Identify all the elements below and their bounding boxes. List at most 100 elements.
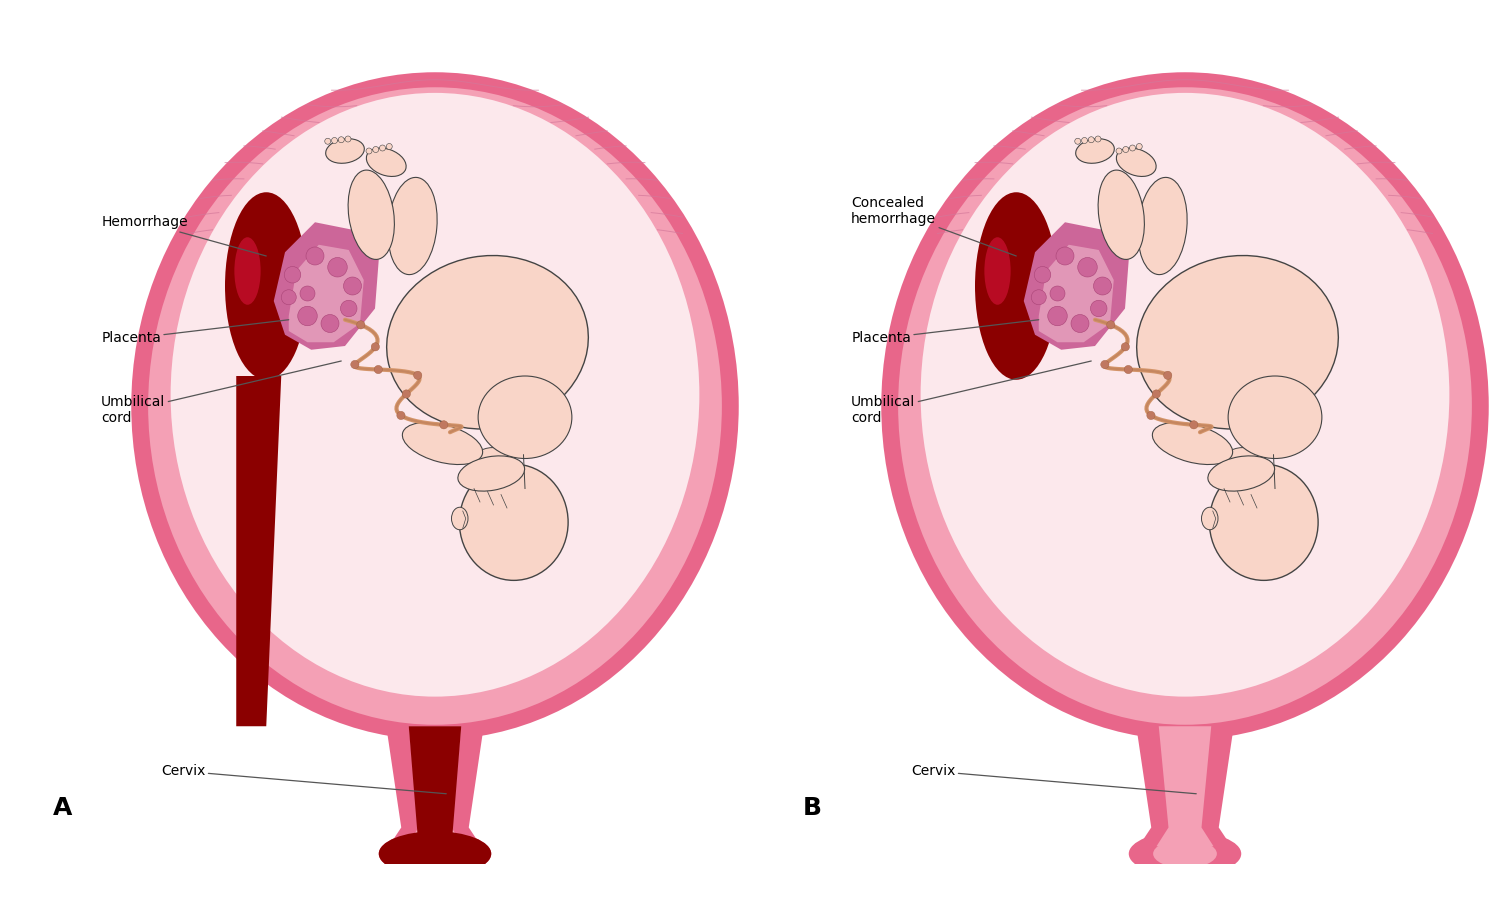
Ellipse shape	[388, 178, 436, 274]
Ellipse shape	[1208, 456, 1275, 491]
Polygon shape	[1137, 726, 1233, 850]
Ellipse shape	[459, 465, 568, 580]
Ellipse shape	[1228, 376, 1322, 458]
Polygon shape	[386, 726, 483, 850]
Text: Placenta: Placenta	[852, 319, 1038, 345]
Ellipse shape	[366, 148, 407, 177]
Ellipse shape	[387, 255, 588, 429]
Circle shape	[1122, 146, 1128, 152]
Circle shape	[351, 361, 358, 369]
Ellipse shape	[132, 72, 738, 740]
Polygon shape	[1023, 222, 1128, 350]
Circle shape	[1130, 145, 1136, 151]
Circle shape	[1082, 137, 1088, 143]
Ellipse shape	[1116, 148, 1156, 177]
Ellipse shape	[1138, 178, 1186, 274]
Circle shape	[380, 145, 386, 151]
Circle shape	[402, 390, 411, 398]
Ellipse shape	[1209, 465, 1318, 580]
Circle shape	[332, 137, 338, 143]
Ellipse shape	[478, 376, 572, 458]
Ellipse shape	[458, 456, 525, 491]
Ellipse shape	[404, 880, 424, 902]
Circle shape	[1077, 257, 1096, 277]
Circle shape	[1120, 343, 1130, 351]
Circle shape	[1190, 420, 1198, 429]
Ellipse shape	[1154, 840, 1216, 868]
Ellipse shape	[378, 832, 492, 876]
Ellipse shape	[1128, 832, 1242, 876]
Circle shape	[366, 148, 372, 154]
Text: Cervix: Cervix	[910, 764, 1197, 794]
Circle shape	[1056, 247, 1074, 265]
Text: Cervix: Cervix	[162, 764, 447, 794]
Text: Placenta: Placenta	[102, 319, 288, 345]
Circle shape	[1074, 138, 1080, 144]
Circle shape	[374, 365, 382, 373]
Circle shape	[285, 266, 300, 283]
Circle shape	[1116, 148, 1122, 154]
Circle shape	[1152, 390, 1161, 398]
Ellipse shape	[234, 237, 261, 305]
Circle shape	[306, 247, 324, 265]
Circle shape	[324, 138, 330, 144]
Circle shape	[372, 146, 378, 152]
Text: Umbilical
cord: Umbilical cord	[852, 361, 1090, 425]
Ellipse shape	[898, 87, 1472, 724]
Ellipse shape	[378, 832, 492, 876]
Polygon shape	[406, 726, 463, 846]
Ellipse shape	[225, 192, 308, 380]
Ellipse shape	[984, 237, 1011, 305]
Polygon shape	[288, 244, 363, 342]
Ellipse shape	[427, 899, 450, 902]
Ellipse shape	[1152, 422, 1233, 465]
Ellipse shape	[474, 447, 516, 474]
Ellipse shape	[1076, 139, 1114, 163]
Text: Umbilical
cord: Umbilical cord	[102, 361, 340, 425]
Text: B: B	[802, 796, 822, 820]
Ellipse shape	[1098, 170, 1144, 260]
Ellipse shape	[348, 170, 394, 260]
Ellipse shape	[921, 93, 1449, 696]
Ellipse shape	[402, 422, 483, 465]
Circle shape	[1164, 372, 1172, 380]
Ellipse shape	[1224, 447, 1266, 474]
Circle shape	[282, 290, 296, 305]
Circle shape	[1035, 266, 1050, 283]
Circle shape	[440, 420, 448, 429]
Ellipse shape	[326, 139, 364, 163]
Circle shape	[1090, 300, 1107, 317]
Circle shape	[1094, 277, 1112, 295]
Ellipse shape	[171, 93, 699, 696]
Circle shape	[1148, 411, 1155, 419]
Circle shape	[1071, 315, 1089, 333]
Ellipse shape	[1202, 507, 1218, 529]
Circle shape	[1124, 365, 1132, 373]
Ellipse shape	[882, 72, 1488, 740]
Circle shape	[357, 321, 364, 329]
Ellipse shape	[404, 840, 466, 868]
Circle shape	[345, 136, 351, 142]
Circle shape	[297, 307, 318, 326]
Circle shape	[1107, 321, 1114, 329]
Polygon shape	[1038, 244, 1113, 342]
Text: Concealed
hemorrhage: Concealed hemorrhage	[852, 196, 1017, 256]
Text: A: A	[53, 796, 72, 820]
Circle shape	[1032, 290, 1047, 305]
Circle shape	[300, 286, 315, 301]
Circle shape	[340, 300, 357, 317]
Ellipse shape	[452, 889, 471, 902]
Ellipse shape	[975, 192, 1058, 380]
Ellipse shape	[1137, 255, 1338, 429]
Circle shape	[1050, 286, 1065, 301]
Circle shape	[321, 315, 339, 333]
Ellipse shape	[452, 507, 468, 529]
Circle shape	[344, 277, 362, 295]
Polygon shape	[237, 376, 282, 726]
Circle shape	[327, 257, 346, 277]
Polygon shape	[1156, 726, 1214, 846]
Circle shape	[1047, 307, 1068, 326]
Polygon shape	[408, 726, 460, 846]
Circle shape	[370, 343, 380, 351]
Circle shape	[1101, 361, 1108, 369]
